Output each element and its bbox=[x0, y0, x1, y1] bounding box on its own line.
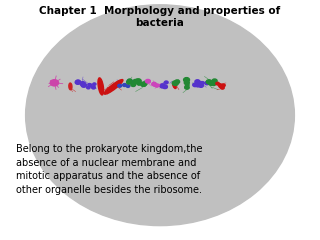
Circle shape bbox=[143, 82, 147, 85]
Circle shape bbox=[155, 84, 158, 87]
Ellipse shape bbox=[26, 5, 294, 226]
Circle shape bbox=[218, 84, 222, 86]
Text: Belong to the prokaryote kingdom,the
absence of a nuclear membrane and
mitotic a: Belong to the prokaryote kingdom,the abs… bbox=[16, 144, 203, 195]
Circle shape bbox=[88, 84, 91, 86]
Ellipse shape bbox=[98, 78, 104, 95]
Circle shape bbox=[212, 83, 216, 85]
Circle shape bbox=[196, 84, 199, 87]
Circle shape bbox=[93, 83, 96, 85]
Circle shape bbox=[211, 81, 216, 85]
Circle shape bbox=[193, 83, 197, 87]
Circle shape bbox=[75, 80, 80, 84]
Circle shape bbox=[137, 82, 141, 85]
Circle shape bbox=[153, 84, 156, 86]
Ellipse shape bbox=[69, 83, 72, 90]
Circle shape bbox=[222, 84, 225, 87]
Circle shape bbox=[161, 84, 165, 87]
Circle shape bbox=[126, 85, 130, 87]
Circle shape bbox=[87, 86, 90, 89]
Circle shape bbox=[127, 79, 132, 84]
Circle shape bbox=[131, 83, 136, 86]
Circle shape bbox=[127, 79, 132, 82]
Circle shape bbox=[50, 80, 59, 86]
Circle shape bbox=[156, 84, 159, 86]
Circle shape bbox=[118, 84, 122, 87]
Circle shape bbox=[206, 80, 212, 84]
Circle shape bbox=[219, 85, 223, 88]
Ellipse shape bbox=[173, 83, 176, 89]
Circle shape bbox=[140, 82, 146, 86]
Circle shape bbox=[216, 82, 219, 85]
Circle shape bbox=[184, 78, 189, 82]
Circle shape bbox=[127, 80, 131, 84]
Circle shape bbox=[81, 83, 86, 87]
Circle shape bbox=[88, 84, 92, 87]
Circle shape bbox=[195, 80, 200, 84]
Circle shape bbox=[123, 84, 126, 86]
Text: bacteria: bacteria bbox=[136, 18, 184, 28]
Circle shape bbox=[133, 79, 139, 84]
Circle shape bbox=[163, 85, 167, 89]
Ellipse shape bbox=[104, 79, 123, 94]
Circle shape bbox=[199, 84, 204, 87]
Circle shape bbox=[209, 82, 213, 85]
Circle shape bbox=[76, 80, 80, 84]
Circle shape bbox=[153, 83, 156, 85]
Circle shape bbox=[205, 82, 209, 85]
Text: Chapter 1  Morphology and properties of: Chapter 1 Morphology and properties of bbox=[39, 6, 281, 16]
Circle shape bbox=[152, 82, 156, 86]
Circle shape bbox=[172, 81, 178, 85]
Circle shape bbox=[92, 86, 95, 89]
Circle shape bbox=[199, 82, 203, 85]
Circle shape bbox=[185, 86, 189, 89]
Circle shape bbox=[141, 83, 146, 86]
Circle shape bbox=[185, 84, 189, 86]
Circle shape bbox=[146, 80, 150, 83]
Circle shape bbox=[80, 82, 85, 86]
Circle shape bbox=[221, 86, 224, 89]
Circle shape bbox=[146, 79, 150, 83]
Circle shape bbox=[184, 81, 189, 84]
Circle shape bbox=[160, 85, 164, 88]
Circle shape bbox=[135, 79, 141, 83]
Circle shape bbox=[175, 80, 180, 84]
Circle shape bbox=[159, 84, 163, 87]
Circle shape bbox=[201, 82, 204, 84]
Circle shape bbox=[164, 81, 168, 84]
Circle shape bbox=[212, 79, 217, 83]
Circle shape bbox=[156, 85, 159, 87]
